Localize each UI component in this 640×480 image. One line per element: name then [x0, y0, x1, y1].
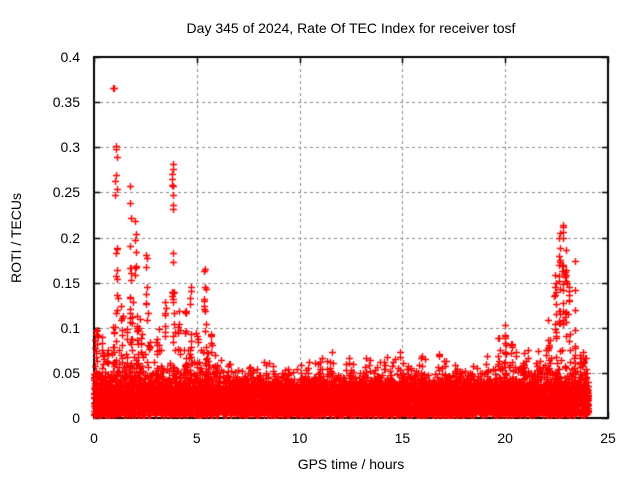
x-tick-label-20: 20 — [497, 430, 513, 446]
x-tick-label-15: 15 — [394, 430, 411, 446]
x-tick-label-25: 25 — [600, 430, 616, 446]
y-tick-label-0.35: 0.35 — [52, 94, 80, 111]
chart-title: Day 345 of 2024, Rate Of TEC Index for r… — [186, 20, 516, 36]
x-tick-label-5: 5 — [192, 430, 201, 446]
x-axis-label: GPS time / hours — [297, 456, 405, 472]
y-tick-label-0.3: 0.3 — [60, 139, 80, 156]
y-tick-label-0.4: 0.4 — [60, 49, 80, 65]
y-tick-label-0.2: 0.2 — [60, 229, 80, 246]
y-tick-label-0.05: 0.05 — [52, 364, 80, 381]
y-tick-label-0.15: 0.15 — [52, 274, 80, 291]
x-tick-label-10: 10 — [291, 430, 308, 446]
y-tick-label-0: 0 — [72, 410, 80, 426]
y-tick-label-0.1: 0.1 — [60, 319, 80, 336]
y-tick-label-0.25: 0.25 — [52, 184, 80, 201]
x-tick-label-0: 0 — [90, 430, 98, 446]
